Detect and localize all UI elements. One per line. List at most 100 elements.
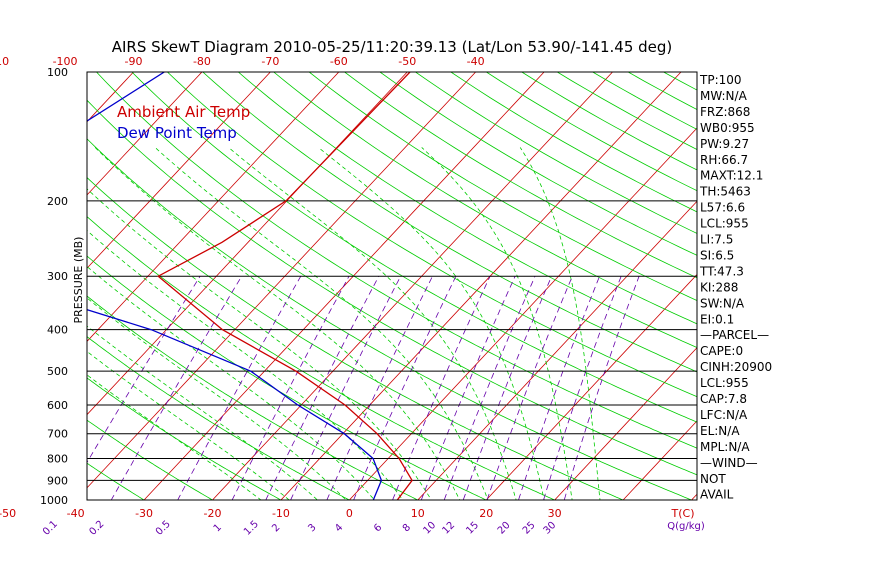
- dry-adiabat: [472, 63, 870, 510]
- index-item: TP:100: [699, 73, 742, 87]
- mixing-ratio-tick-label: 1: [212, 522, 224, 534]
- index-item: CAP:7.8: [700, 392, 747, 406]
- mixing-ratio-tick-label: 6: [372, 522, 384, 534]
- index-item: MAXT:12.1: [700, 169, 763, 183]
- pressure-tick-label: 800: [47, 453, 68, 466]
- mixing-ratio-tick-label: 10: [421, 520, 438, 537]
- pressure-tick-label: 400: [47, 324, 68, 337]
- mixing-ratio-tick-label: 15: [464, 520, 481, 537]
- dry-adiabat: [0, 63, 645, 510]
- index-item: TT:47.3: [699, 264, 744, 278]
- index-item: —WIND—: [700, 456, 758, 470]
- mixing-ratio-lines: [60, 276, 640, 509]
- index-item: L57:6.6: [700, 201, 745, 215]
- y-axis-label: PRESSURE (MB): [72, 237, 85, 324]
- mixing-ratio-line: [286, 276, 400, 509]
- isotherm: [760, 72, 870, 500]
- pressure-tick-label: 600: [47, 399, 68, 412]
- index-item: LFC:N/A: [700, 408, 748, 422]
- mixing-ratio-line: [541, 276, 621, 509]
- mixing-ratio-tick-label: 3: [306, 522, 318, 534]
- index-item: EI:0.1: [700, 312, 734, 326]
- index-item: SW:N/A: [700, 296, 745, 310]
- mixing-ratio-tick-label: 0.5: [154, 519, 173, 538]
- mixing-ratio-line: [228, 276, 349, 509]
- pressure-tick-label: 700: [47, 428, 68, 441]
- dry-adiabat: [297, 63, 870, 510]
- bottom-temp-unit: T(C): [671, 507, 695, 520]
- dry-adiabat: [158, 63, 870, 510]
- top-temp-tick-label: -40: [467, 55, 485, 68]
- index-item: MW:N/A: [700, 89, 748, 103]
- mixing-ratio-tick-label: 25: [521, 520, 538, 537]
- dry-adiabat: [0, 63, 575, 510]
- mixing-ratio-line: [562, 276, 639, 509]
- bottom-temp-tick-label: -40: [67, 507, 85, 520]
- top-temp-tick-label: -80: [193, 55, 211, 68]
- index-item: TH:5463: [699, 185, 751, 199]
- bottom-temp-tick-label: -10: [272, 507, 290, 520]
- mixing-ratio-tick-label: 12: [441, 520, 458, 537]
- bottom-temp-tick-label: -20: [204, 507, 222, 520]
- moist-adiabat: [0, 147, 272, 509]
- mixing-ratio-tick-label: 0.2: [87, 519, 106, 538]
- index-item: LI:7.5: [700, 233, 733, 247]
- mixing-ratio-tick-label: 0.1: [41, 519, 60, 538]
- mixing-ratio-tick-label: 20: [496, 520, 513, 537]
- index-item: EL:N/A: [700, 424, 740, 438]
- pressure-tick-label: 500: [47, 365, 68, 378]
- pressure-tick-label: 1000: [40, 494, 68, 507]
- pressure-tick-label: 300: [47, 270, 68, 283]
- bottom-temp-tick-label: -50: [0, 507, 16, 520]
- index-item: CINH:20900: [700, 360, 772, 374]
- top-temp-tick-label: -100: [53, 55, 78, 68]
- mixing-ratio-line: [350, 276, 456, 509]
- bottom-temp-tick-label: 30: [548, 507, 562, 520]
- stability-indices: TP:100 MW:N/A FRZ:868 WB0:955 PW:9.27 RH:66.7…: [699, 73, 772, 502]
- mixing-ratio-tick-label: 4: [333, 522, 345, 534]
- legend-item: Dew Point Temp: [117, 124, 237, 142]
- index-item: —PARCEL—: [700, 328, 769, 342]
- dry-adiabat: [437, 63, 870, 510]
- moist-adiabat: [318, 147, 546, 509]
- index-item: PW:9.27: [700, 137, 749, 151]
- index-item: FRZ:868: [700, 105, 750, 119]
- legend-item: Ambient Air Temp: [117, 103, 250, 121]
- dry-adiabat: [751, 63, 870, 510]
- legend: Ambient Air Temp Dew Point Temp: [117, 103, 250, 142]
- mixing-ratio-line: [106, 276, 242, 509]
- bottom-temp-tick-label: 0: [346, 507, 353, 520]
- chart-title: AIRS SkewT Diagram 2010-05-25/11:20:39.1…: [112, 38, 673, 56]
- isotherm: [418, 72, 818, 500]
- index-item: MPL:N/A: [700, 440, 750, 454]
- isotherm: [212, 72, 612, 500]
- moist-adiabats: [0, 147, 601, 509]
- index-item: CAPE:0: [700, 344, 743, 358]
- mixing-ratio-unit: Q(g/kg): [667, 521, 705, 532]
- index-item: AVAIL: [700, 488, 734, 502]
- pressure-tick-label: 900: [47, 474, 68, 487]
- top-temp-tick-label: -70: [261, 55, 279, 68]
- mixing-ratio-tick-label: 8: [401, 522, 413, 534]
- top-temp-tick-label: -50: [398, 55, 416, 68]
- index-item: WB0:955: [700, 121, 755, 135]
- index-item: LCL:955: [700, 217, 749, 231]
- index-item: LCL:955: [700, 376, 749, 390]
- index-item: SI:6.5: [700, 248, 734, 262]
- mixing-ratio-tick-label: 30: [542, 520, 559, 537]
- mixing-ratio-tick-label: 2: [270, 522, 282, 534]
- index-item: RH:66.7: [700, 153, 748, 167]
- bottom-temp-tick-label: -30: [135, 507, 153, 520]
- mixing-ratio-tick-label: 1.5: [242, 519, 261, 538]
- top-temp-tick-label: -90: [125, 55, 143, 68]
- isotherm: [349, 72, 749, 500]
- moist-adiabat: [520, 147, 601, 509]
- moist-adiabat: [45, 147, 436, 509]
- bottom-temp-tick-label: 10: [411, 507, 425, 520]
- bottom-temp-tick-label: 20: [479, 507, 493, 520]
- moist-adiabat: [95, 147, 464, 509]
- dry-adiabat: [227, 63, 870, 510]
- pressure-tick-label: 200: [47, 195, 68, 208]
